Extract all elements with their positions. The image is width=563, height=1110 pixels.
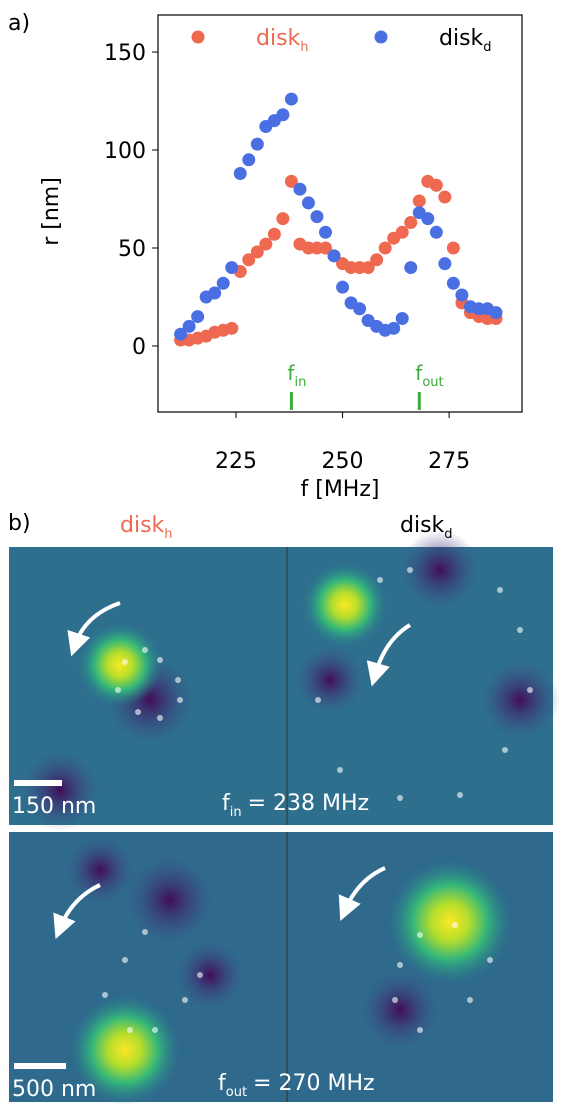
figure: a) b) diskh diskd 150 nm fin= 238 MHz 50… [0,0,563,1106]
legend-marker [192,31,205,44]
column-sub: h [164,527,172,542]
point [490,306,503,319]
point [396,312,409,325]
y-tick-label: 0 [132,335,146,360]
point [413,194,426,207]
point [370,253,383,266]
point [447,241,460,254]
point [430,226,443,239]
point [328,249,341,262]
annotation-label: fout [415,361,443,390]
point [455,289,468,302]
legend-sub: d [483,40,491,55]
heatmap-row: 150 nm fin= 238 MHz [9,530,560,830]
point [438,257,451,270]
point [430,179,443,192]
column-name: disk [120,513,165,538]
point [293,183,306,196]
point [259,238,272,251]
point [225,322,238,335]
point [319,226,332,239]
plot-frame [158,15,522,412]
point [396,226,409,239]
peak [303,563,387,647]
y-axis-label: r [nm] [39,177,64,246]
legend-label: diskh [256,26,309,55]
point [310,210,323,223]
panel-label: b) [8,511,31,536]
page: a) b) diskh diskd 150 nm fin= 238 MHz 50… [0,0,563,1110]
rest: = 270 MHz [253,1071,374,1096]
legend-label: diskd [439,26,492,55]
point [208,287,221,300]
peak [78,623,162,707]
scale-bar [14,1063,66,1069]
point [404,216,417,229]
x-tick-label: 275 [428,449,470,474]
point [302,196,315,209]
point [183,320,196,333]
legend-name: disk [439,26,484,51]
y-tick-label: 100 [104,139,146,164]
panel-label: a) [8,11,30,36]
annotation-sub: in [294,375,306,390]
point [353,302,366,315]
annotation-sub: out [422,375,443,390]
point [251,138,264,151]
point [234,167,247,180]
column-title: diskh [120,513,173,542]
point [447,277,460,290]
point [242,153,255,166]
point [379,241,392,254]
legend-sub: h [300,40,308,55]
peak [388,860,512,984]
point [217,277,230,290]
point [404,261,417,274]
point [285,93,298,106]
x-tick-label: 225 [215,449,257,474]
point [336,281,349,294]
point [438,191,451,204]
point [191,310,204,323]
scale-label: 150 nm [12,794,96,819]
scale-bar [14,780,62,786]
point [387,322,400,335]
y-tick-label: 50 [118,237,146,262]
y-tick-label: 150 [104,41,146,66]
legend-name: disk [256,26,301,51]
sub: in [230,805,242,820]
scale-label: 500 nm [12,1077,96,1102]
legend-marker [375,31,388,44]
x-tick-label: 250 [322,449,364,474]
point [225,261,238,274]
annotation-label: fin [287,361,306,390]
point [421,212,434,225]
sub: out [226,1085,247,1100]
point [276,108,289,121]
point [276,212,289,225]
heatmap-row: 500 nm fout= 270 MHz [9,832,553,1105]
rest: = 238 MHz [248,791,369,816]
point [268,228,281,241]
x-axis-label: f [MHz] [301,477,380,502]
